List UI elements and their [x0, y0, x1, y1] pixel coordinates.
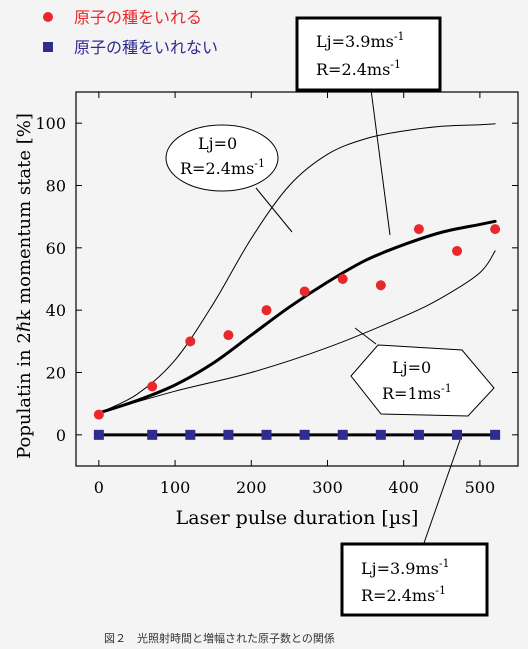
point-unseeded — [299, 429, 310, 440]
annotation-hexagon-frame — [350, 344, 495, 417]
point-unseeded — [413, 429, 424, 440]
point-seeded — [261, 305, 272, 316]
point-seeded — [337, 274, 348, 284]
x-tick-label: 300 — [312, 478, 343, 497]
y-tick-label: 100 — [35, 114, 66, 133]
point-seeded — [413, 224, 424, 235]
annotation-box-bottom-line1: Lj=3.9ms-1 — [361, 557, 450, 578]
point-seeded — [185, 336, 196, 347]
leader-hexagon — [354, 327, 377, 345]
point-unseeded — [337, 429, 348, 440]
annotation-box-bottom-line2: R=2.4ms-1 — [361, 584, 446, 605]
annotation-box-bottom: Lj=3.9ms-1 R=2.4ms-1 — [340, 542, 489, 617]
annotation-hexagon-line2: R=1ms-1 — [382, 382, 452, 403]
annotation-box-top-line1: Lj=3.9ms-1 — [316, 30, 405, 51]
leader-lines — [255, 81, 461, 544]
annotation-ellipse-line2: R=2.4ms-1 — [180, 157, 265, 178]
plot-area — [75, 91, 519, 467]
point-unseeded — [452, 429, 463, 440]
point-unseeded — [261, 429, 272, 440]
legend: 原子の種をいれる 原子の種をいれない — [43, 9, 218, 57]
curve-4 — [98, 250, 496, 414]
y-tick-label: 80 — [46, 177, 66, 196]
point-unseeded — [93, 429, 104, 440]
legend-marker-seeded — [43, 12, 53, 22]
axis-ticks: 0 100 200 300 400 500 0 20 40 60 80 100 — [35, 92, 518, 497]
leader-bottom-box — [423, 439, 461, 544]
point-unseeded — [147, 429, 158, 440]
legend-label-seeded: 原子の種をいれる — [74, 9, 202, 27]
leader-top-box — [369, 81, 391, 236]
curve-3 — [98, 123, 496, 414]
point-seeded — [147, 381, 158, 392]
point-unseeded — [490, 429, 501, 440]
y-tick-label: 60 — [46, 239, 66, 258]
figure-caption: 図２ 光照射時間と増幅された原子数との関係 — [104, 631, 335, 645]
annotation-box-top: Lj=3.9ms-1 R=2.4ms-1 — [295, 16, 442, 92]
annotation-box-top-frame — [295, 16, 442, 92]
data-points — [93, 224, 501, 440]
point-unseeded — [185, 429, 196, 440]
point-seeded — [375, 280, 386, 291]
point-seeded — [223, 330, 234, 341]
annotation-ellipse: Lj=0 R=2.4ms-1 — [165, 124, 279, 192]
x-tick-label: 500 — [465, 478, 496, 497]
point-seeded — [299, 286, 310, 297]
x-tick-label: 100 — [160, 478, 191, 497]
x-tick-label: 400 — [388, 478, 419, 497]
annotation-hexagon: Lj=0 R=1ms-1 — [350, 344, 495, 417]
x-axis-label: Laser pulse duration [µs] — [176, 507, 419, 529]
point-seeded — [490, 224, 501, 235]
y-tick-label: 0 — [56, 426, 66, 445]
annotation-hexagon-line1: Lj=0 — [392, 358, 431, 377]
x-tick-label: 200 — [236, 478, 267, 497]
point-unseeded — [375, 429, 386, 440]
x-tick-label: 0 — [94, 478, 104, 497]
y-tick-label: 20 — [46, 364, 66, 383]
annotation-box-bottom-frame — [340, 542, 489, 617]
legend-marker-unseeded — [43, 42, 53, 52]
point-seeded — [93, 409, 104, 420]
y-tick-label: 40 — [46, 301, 66, 320]
point-unseeded — [223, 429, 234, 440]
annotation-box-top-line2: R=2.4ms-1 — [316, 58, 401, 79]
y-axis-label: Populatin in 2ℏk momentum state [%] — [14, 113, 35, 459]
leader-ellipse — [255, 187, 293, 233]
point-seeded — [452, 245, 463, 256]
legend-label-unseeded: 原子の種をいれない — [74, 39, 218, 57]
annotation-ellipse-frame — [165, 124, 279, 192]
annotation-ellipse-line1: Lj=0 — [198, 134, 237, 153]
